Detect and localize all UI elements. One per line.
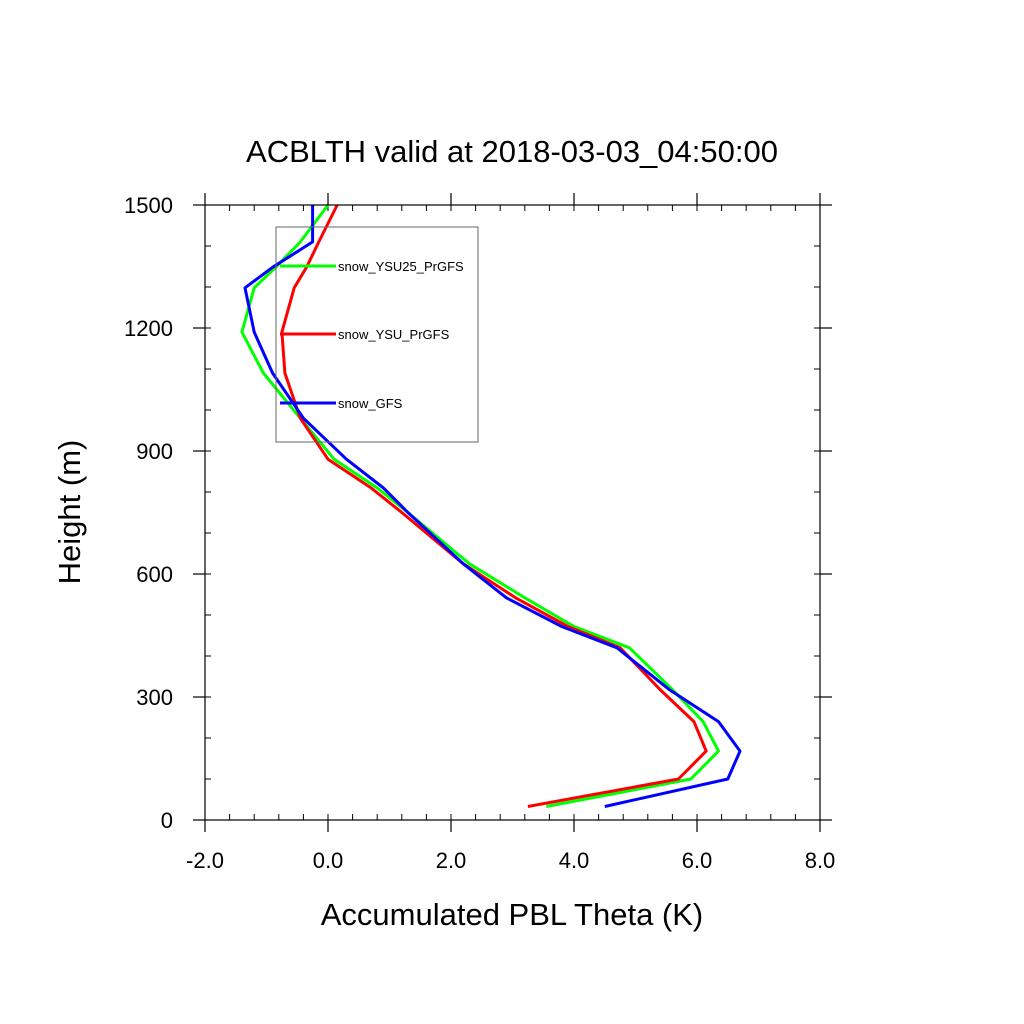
y-tick-label: 600 [136, 562, 173, 587]
x-tick-label: -2.0 [186, 848, 224, 873]
chart-title: ACBLTH valid at 2018-03-03_04:50:00 [246, 134, 778, 169]
y-axis-label: Height (m) [52, 440, 87, 585]
x-tick-label: 2.0 [436, 848, 467, 873]
x-tick-label: 4.0 [559, 848, 590, 873]
x-tick-label: 0.0 [313, 848, 344, 873]
x-tick-label: 8.0 [805, 848, 836, 873]
legend: snow_YSU25_PrGFS snow_YSU_PrGFS snow_GFS [275, 226, 479, 443]
legend-label: snow_GFS [338, 396, 403, 411]
y-tick-label: 900 [136, 439, 173, 464]
series-line-snow_YSU_PrGFS [280, 204, 708, 808]
y-tick-label: 300 [136, 685, 173, 710]
legend-label: snow_YSU_PrGFS [338, 327, 450, 342]
series-lines [240, 204, 742, 808]
x-axis-label: Accumulated PBL Theta (K) [321, 897, 704, 932]
legend-label: snow_YSU25_PrGFS [338, 259, 464, 274]
y-tick-label: 1200 [124, 316, 173, 341]
plot-frame [204, 204, 821, 821]
series-line-snow_YSU25_PrGFS [240, 204, 720, 808]
legend-box [275, 226, 479, 443]
y-tick-label: 0 [161, 808, 173, 833]
y-tick-label: 1500 [124, 193, 173, 218]
series-line-snow_GFS [243, 205, 742, 808]
axes: -2.0 0.0 2.0 4.0 6.0 8.0 0 300 600 900 1200 1500 [124, 193, 835, 873]
x-tick-label: 6.0 [682, 848, 713, 873]
